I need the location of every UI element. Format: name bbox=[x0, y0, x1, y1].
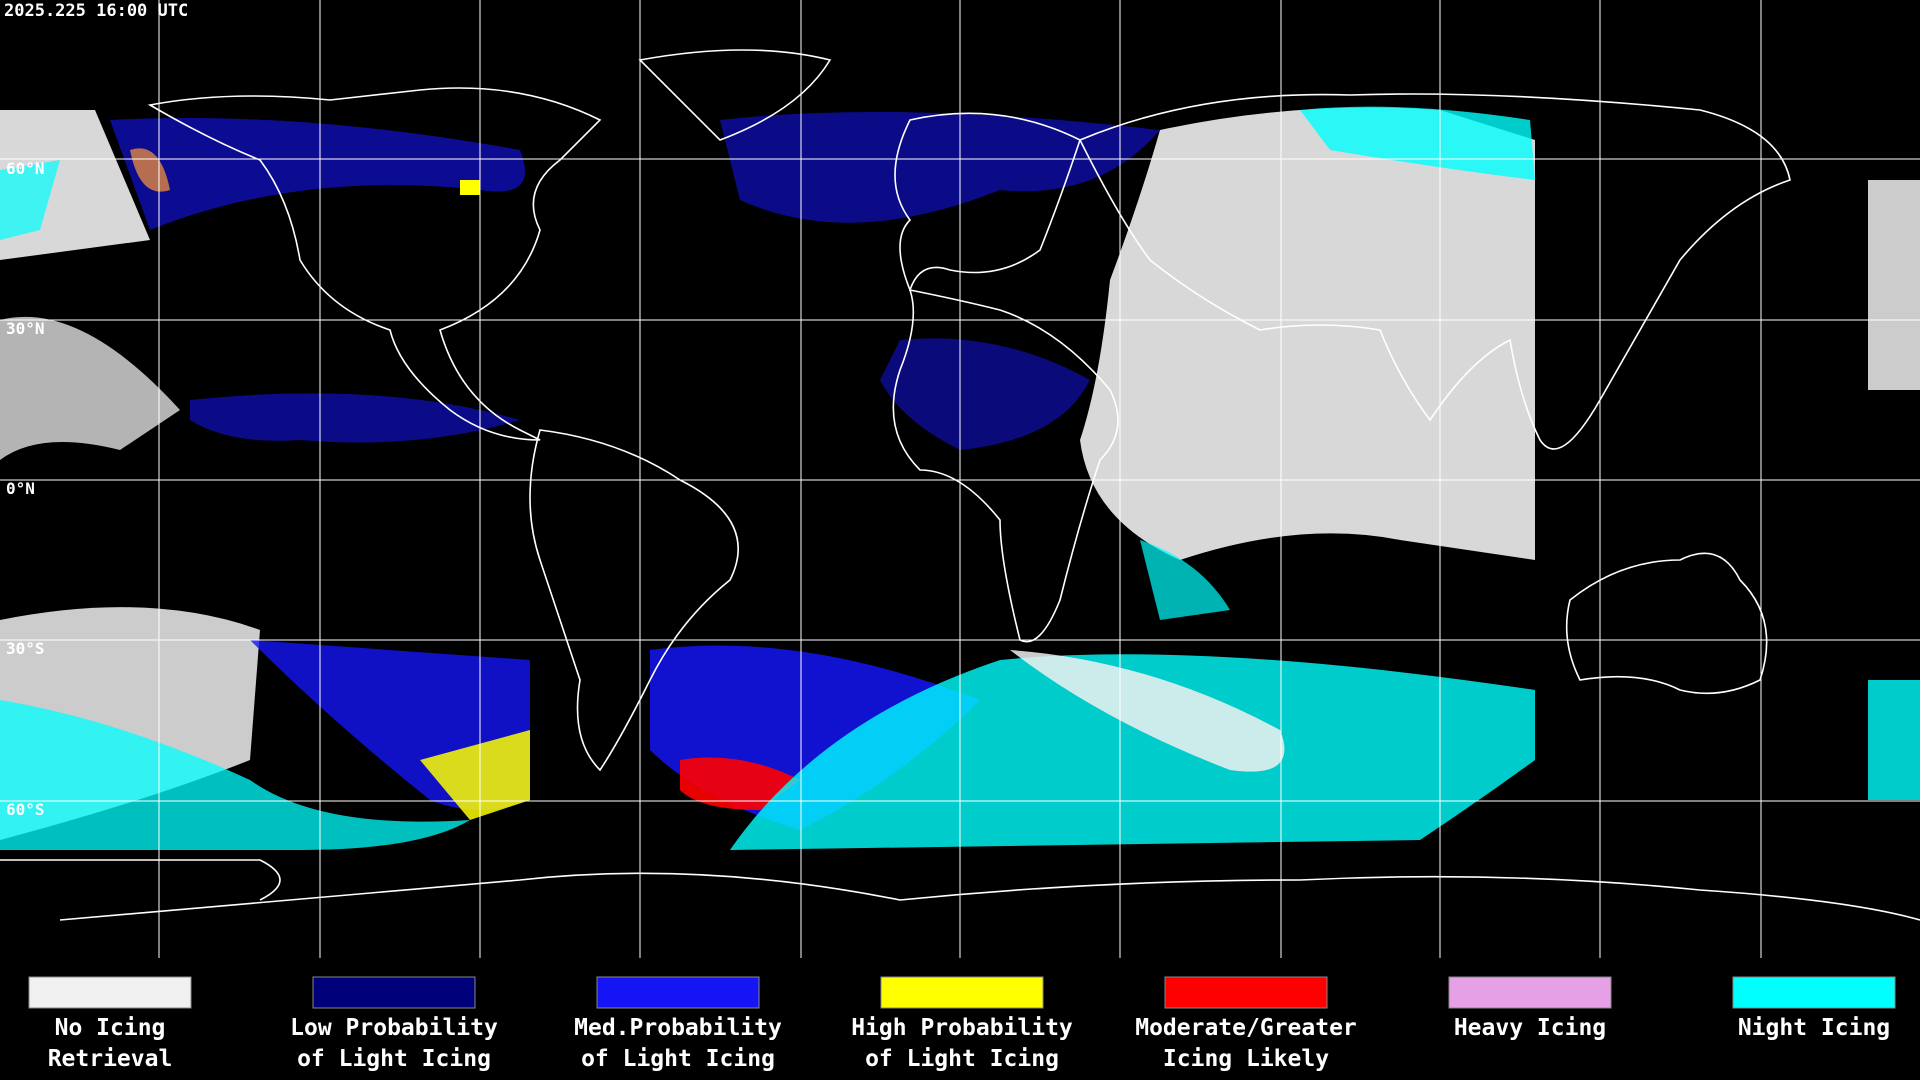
legend-label: of Light Icing bbox=[865, 1046, 1059, 1072]
legend-swatch bbox=[880, 976, 1044, 1009]
latitude-label: 0°N bbox=[6, 479, 35, 498]
legend-swatch bbox=[312, 976, 476, 1009]
legend-label: Med.Probability bbox=[574, 1015, 782, 1041]
legend-label: Night Icing bbox=[1738, 1015, 1890, 1041]
legend-swatch bbox=[1164, 976, 1328, 1009]
legend-label: Low Probability bbox=[290, 1015, 498, 1041]
latitude-label: 60°S bbox=[6, 800, 45, 819]
legend-swatch bbox=[1448, 976, 1612, 1009]
legend-label: Icing Likely bbox=[1163, 1046, 1329, 1072]
latitude-label: 30°N bbox=[6, 319, 45, 338]
legend-swatch bbox=[596, 976, 760, 1009]
legend-label: High Probability bbox=[851, 1015, 1073, 1041]
legend-label: Heavy Icing bbox=[1454, 1015, 1606, 1041]
legend-label: of Light Icing bbox=[297, 1046, 491, 1072]
latitude-label: 60°N bbox=[6, 159, 45, 178]
legend-label: of Light Icing bbox=[581, 1046, 775, 1072]
legend-label: No Icing bbox=[55, 1015, 166, 1041]
legend-label: Retrieval bbox=[48, 1046, 173, 1072]
coastlines bbox=[0, 49, 1920, 921]
legend-label: Moderate/Greater bbox=[1135, 1015, 1357, 1041]
legend-swatch bbox=[1732, 976, 1896, 1009]
legend-swatch bbox=[28, 976, 192, 1009]
latitude-label: 30°S bbox=[6, 639, 45, 658]
graticule bbox=[0, 0, 1920, 958]
timestamp: 2025.225 16:00 UTC bbox=[4, 1, 188, 21]
